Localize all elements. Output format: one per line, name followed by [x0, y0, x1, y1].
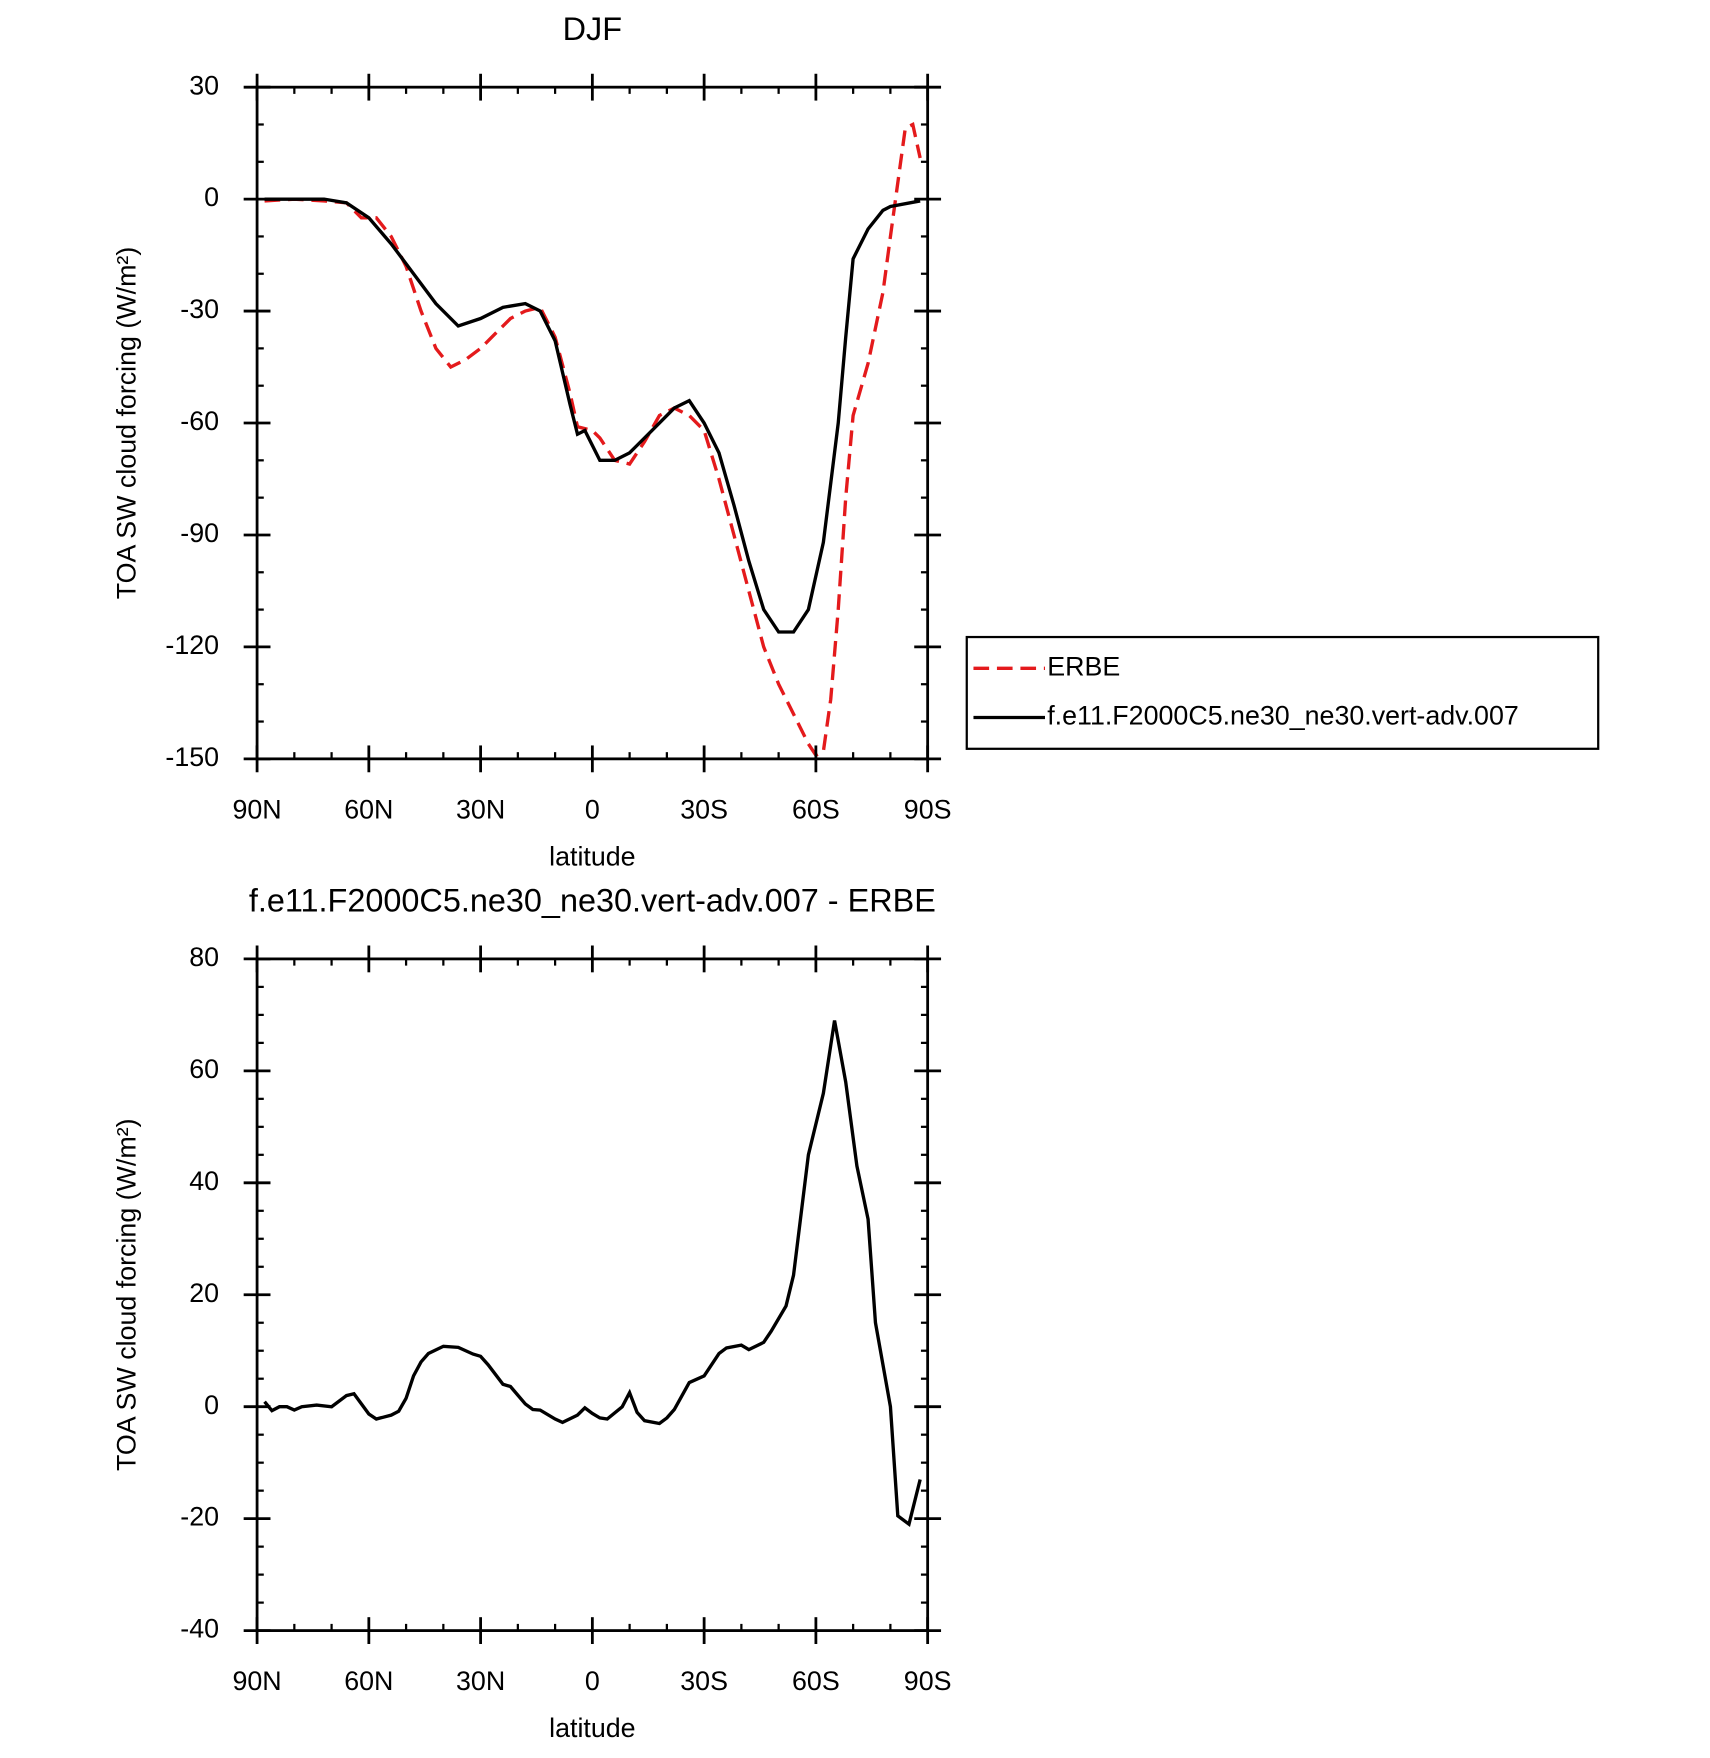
- y-tick-label: 0: [204, 182, 219, 212]
- y-tick-label: -90: [180, 518, 219, 548]
- x-tick-label: 90S: [904, 794, 952, 824]
- legend-label: ERBE: [1047, 651, 1120, 681]
- y-tick-label: -120: [165, 630, 219, 660]
- y-tick-label: 80: [189, 942, 219, 972]
- y-tick-label: -20: [180, 1502, 219, 1532]
- series-line: [264, 122, 922, 758]
- y-axis-label: TOA SW cloud forcing (W/m²): [112, 247, 142, 600]
- x-tick-label: 0: [585, 1666, 600, 1696]
- legend-label: f.e11.F2000C5.ne30_ne30.vert-adv.007: [1047, 701, 1519, 731]
- series-line: [263, 1020, 922, 1528]
- y-axis-label: TOA SW cloud forcing (W/m²): [112, 1118, 142, 1471]
- x-axis-label: latitude: [549, 841, 635, 871]
- chart-title: f.e11.F2000C5.ne30_ne30.vert-adv.007 - E…: [249, 883, 936, 919]
- x-tick-label: 60N: [344, 1666, 393, 1696]
- x-tick-label: 90S: [904, 1666, 952, 1696]
- x-tick-label: 90N: [232, 1666, 281, 1696]
- y-tick-label: -30: [180, 294, 219, 324]
- chart-title: DJF: [563, 11, 622, 47]
- y-tick-label: 30: [189, 70, 219, 100]
- series-line: [264, 197, 921, 634]
- x-tick-label: 30S: [680, 1666, 728, 1696]
- y-tick-label: -150: [165, 742, 219, 772]
- x-tick-label: 60N: [344, 794, 393, 824]
- y-tick-label: 60: [189, 1054, 219, 1084]
- x-tick-label: 60S: [792, 1666, 840, 1696]
- x-tick-label: 0: [585, 794, 600, 824]
- x-tick-label: 30N: [456, 794, 505, 824]
- legend-box: [965, 635, 1600, 750]
- x-tick-label: 60S: [792, 794, 840, 824]
- x-tick-label: 30S: [680, 794, 728, 824]
- plot-frame: [255, 85, 930, 761]
- y-tick-label: -60: [180, 406, 219, 436]
- y-tick-label: -40: [180, 1614, 219, 1644]
- y-tick-label: 20: [189, 1278, 219, 1308]
- y-tick-label: 40: [189, 1166, 219, 1196]
- x-tick-label: 90N: [232, 794, 281, 824]
- x-tick-label: 30N: [456, 1666, 505, 1696]
- y-tick-label: 0: [204, 1390, 219, 1420]
- x-axis-label: latitude: [549, 1713, 635, 1743]
